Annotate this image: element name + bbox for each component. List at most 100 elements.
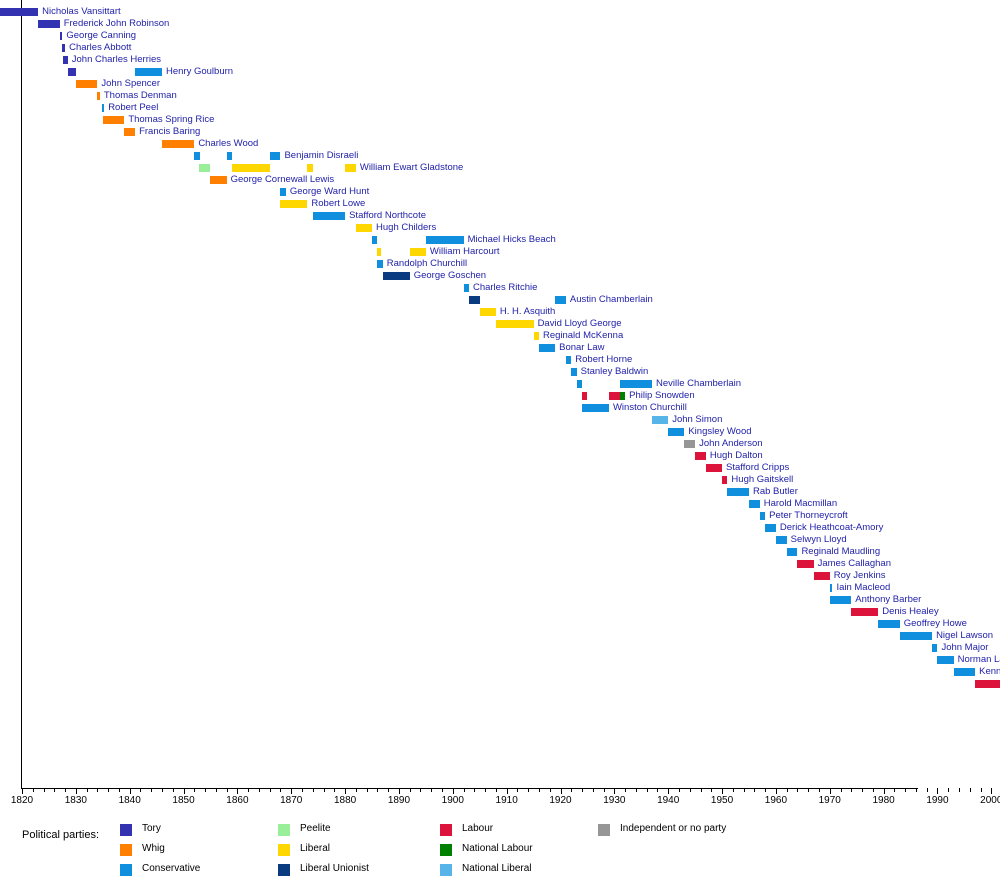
- timeline-row[interactable]: Selwyn Lloyd: [0, 534, 1000, 546]
- timeline-row[interactable]: George Osborne: [0, 702, 1000, 714]
- timeline-row[interactable]: Roy Jenkins: [0, 570, 1000, 582]
- timeline-bar-segment[interactable]: [307, 164, 313, 172]
- timeline-bar-segment[interactable]: [652, 416, 669, 424]
- timeline-bar-segment[interactable]: [619, 380, 653, 388]
- timeline-row[interactable]: Philip Snowden: [0, 390, 1000, 402]
- timeline-bar-segment[interactable]: [101, 104, 105, 112]
- timeline-bar-segment[interactable]: [759, 512, 766, 520]
- timeline-bar-segment[interactable]: [975, 680, 1000, 688]
- timeline-row[interactable]: Stafford Northcote: [0, 210, 1000, 222]
- timeline-bar-segment[interactable]: [409, 248, 426, 256]
- timeline-bar-segment[interactable]: [162, 140, 195, 148]
- timeline-row[interactable]: Winston Churchill: [0, 402, 1000, 414]
- timeline-row[interactable]: Hugh Dalton: [0, 450, 1000, 462]
- timeline-row[interactable]: Frederick John Robinson: [0, 18, 1000, 30]
- timeline-row[interactable]: H. H. Asquith: [0, 306, 1000, 318]
- timeline-bar-segment[interactable]: [495, 320, 534, 328]
- timeline-row[interactable]: James Callaghan: [0, 558, 1000, 570]
- timeline-row[interactable]: Rab Butler: [0, 486, 1000, 498]
- timeline-row[interactable]: William Ewart Gladstone: [0, 162, 1000, 174]
- timeline-bar-segment[interactable]: [533, 332, 539, 340]
- timeline-bar-segment[interactable]: [695, 452, 706, 460]
- timeline-row[interactable]: Reginald Maudling: [0, 546, 1000, 558]
- timeline-bar-segment[interactable]: [576, 380, 583, 388]
- timeline-row[interactable]: Norman Lamont: [0, 654, 1000, 666]
- timeline-row[interactable]: Iain Macleod: [0, 582, 1000, 594]
- timeline-bar-segment[interactable]: [748, 500, 760, 508]
- timeline-row[interactable]: John Major: [0, 642, 1000, 654]
- timeline-row[interactable]: Henry Goulburn: [0, 66, 1000, 78]
- timeline-bar-segment[interactable]: [194, 152, 200, 160]
- timeline-bar-segment[interactable]: [932, 644, 938, 652]
- timeline-bar-segment[interactable]: [727, 488, 749, 496]
- timeline-bar-segment[interactable]: [829, 584, 833, 592]
- timeline-row[interactable]: Kingsley Wood: [0, 426, 1000, 438]
- timeline-bar-segment[interactable]: [463, 284, 469, 292]
- timeline-bar-segment[interactable]: [684, 440, 696, 448]
- timeline-bar-segment[interactable]: [813, 572, 830, 580]
- timeline-row[interactable]: John Anderson: [0, 438, 1000, 450]
- timeline-bar-segment[interactable]: [829, 596, 852, 604]
- timeline-bar-segment[interactable]: [345, 164, 356, 172]
- timeline-bar-segment[interactable]: [705, 464, 723, 472]
- timeline-bar-segment[interactable]: [765, 524, 776, 532]
- timeline-bar-segment[interactable]: [269, 152, 281, 160]
- timeline-row[interactable]: Derick Heathcoat-Amory: [0, 522, 1000, 534]
- timeline-row[interactable]: Michael Hicks Beach: [0, 234, 1000, 246]
- timeline-row[interactable]: John Charles Herries: [0, 54, 1000, 66]
- timeline-bar-segment[interactable]: [377, 248, 382, 256]
- timeline-row[interactable]: Francis Baring: [0, 126, 1000, 138]
- timeline-row[interactable]: George Ward Hunt: [0, 186, 1000, 198]
- timeline-row[interactable]: Hugh Childers: [0, 222, 1000, 234]
- timeline-bar-segment[interactable]: [565, 356, 572, 364]
- timeline-row[interactable]: Robert Peel: [0, 102, 1000, 114]
- timeline-bar-segment[interactable]: [608, 392, 620, 400]
- timeline-row[interactable]: Sajid Javid: [0, 726, 1000, 738]
- timeline-bar-segment[interactable]: [280, 188, 286, 196]
- timeline-bar-segment[interactable]: [479, 308, 496, 316]
- timeline-bar-segment[interactable]: [75, 80, 98, 88]
- timeline-bar-segment[interactable]: [619, 392, 626, 400]
- timeline-row[interactable]: Geoffrey Howe: [0, 618, 1000, 630]
- timeline-row[interactable]: Anthony Barber: [0, 594, 1000, 606]
- timeline-bar-segment[interactable]: [953, 668, 976, 676]
- timeline-bar-segment[interactable]: [372, 236, 378, 244]
- timeline-bar-segment[interactable]: [851, 608, 879, 616]
- timeline-row[interactable]: Nicholas Vansittart: [0, 6, 1000, 18]
- timeline-bar-segment[interactable]: [668, 428, 685, 436]
- timeline-bar-segment[interactable]: [538, 344, 556, 352]
- timeline-bar-segment[interactable]: [312, 212, 346, 220]
- timeline-row[interactable]: Philip Hammond: [0, 714, 1000, 726]
- timeline-row[interactable]: Jeremy Hunt: [0, 774, 1000, 786]
- timeline-bar-segment[interactable]: [937, 656, 954, 664]
- timeline-row[interactable]: Denis Healey: [0, 606, 1000, 618]
- timeline-row[interactable]: John Simon: [0, 414, 1000, 426]
- timeline-bar-segment[interactable]: [377, 260, 383, 268]
- timeline-row[interactable]: William Harcourt: [0, 246, 1000, 258]
- timeline-bar-segment[interactable]: [468, 296, 480, 304]
- timeline-bar-segment[interactable]: [722, 476, 728, 484]
- timeline-row[interactable]: Stanley Baldwin: [0, 366, 1000, 378]
- timeline-row[interactable]: George Goschen: [0, 270, 1000, 282]
- timeline-row[interactable]: David Lloyd George: [0, 318, 1000, 330]
- timeline-row[interactable]: Bonar Law: [0, 342, 1000, 354]
- timeline-bar-segment[interactable]: [198, 164, 211, 172]
- timeline-bar-segment[interactable]: [878, 620, 900, 628]
- timeline-bar-segment[interactable]: [38, 20, 60, 28]
- timeline-bar-segment[interactable]: [425, 236, 464, 244]
- timeline-bar-segment[interactable]: [62, 44, 66, 52]
- timeline-bar-segment[interactable]: [226, 152, 232, 160]
- timeline-bar-segment[interactable]: [899, 632, 933, 640]
- timeline-row[interactable]: Thomas Spring Rice: [0, 114, 1000, 126]
- timeline-row[interactable]: Neville Chamberlain: [0, 378, 1000, 390]
- timeline-bar-segment[interactable]: [59, 32, 63, 40]
- timeline-bar-segment[interactable]: [210, 176, 227, 184]
- timeline-bar-segment[interactable]: [582, 392, 588, 400]
- timeline-bar-segment[interactable]: [355, 224, 372, 232]
- timeline-bar-segment[interactable]: [0, 8, 39, 16]
- timeline-row[interactable]: Nadhim Zahawi: [0, 750, 1000, 762]
- timeline-row[interactable]: Charles Wood: [0, 138, 1000, 150]
- timeline-row[interactable]: George Cornewall Lewis: [0, 174, 1000, 186]
- timeline-row[interactable]: Reginald McKenna: [0, 330, 1000, 342]
- timeline-bar-segment[interactable]: [280, 200, 308, 208]
